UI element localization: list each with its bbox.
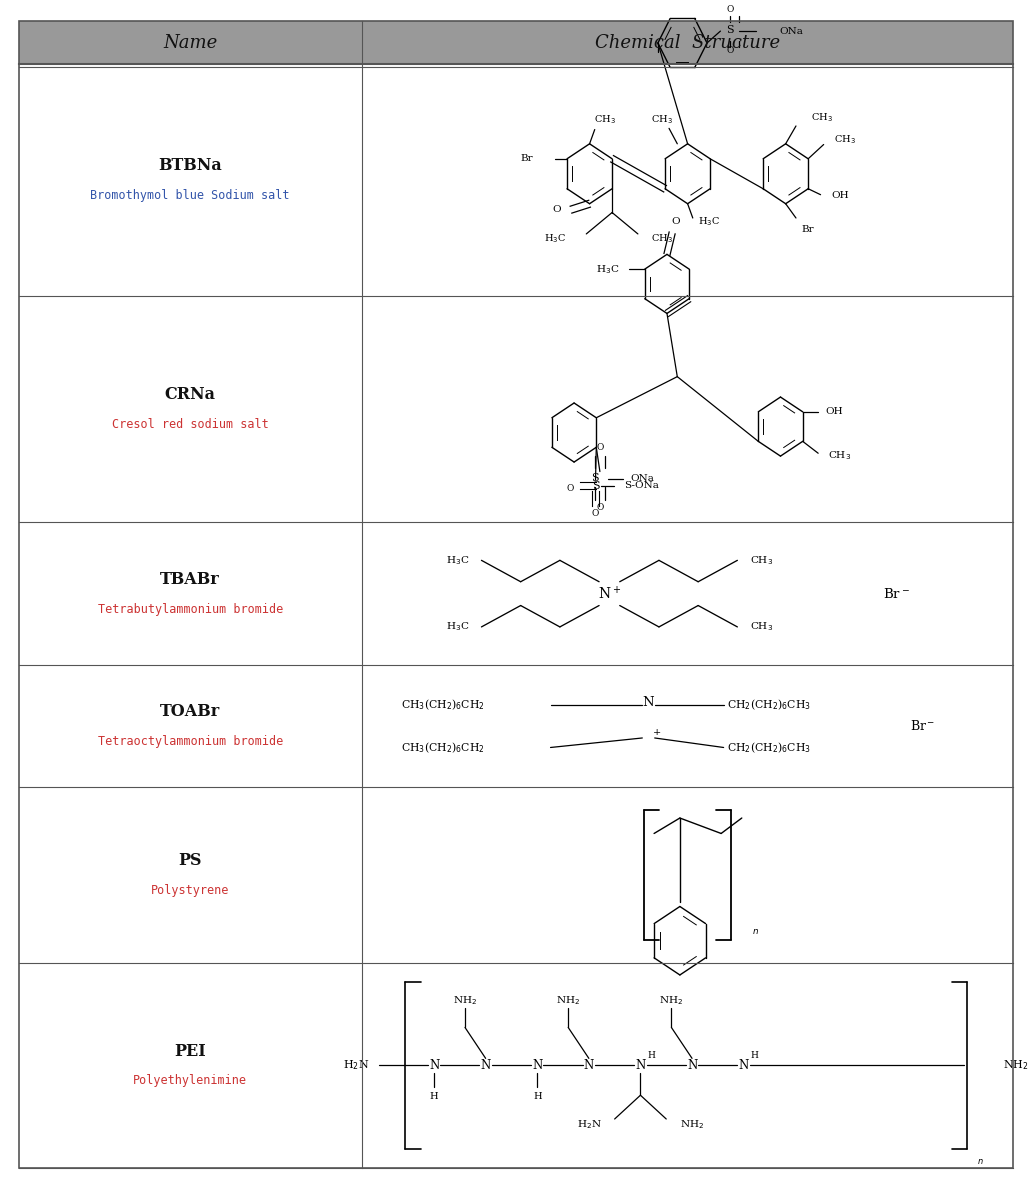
Text: CH$_2$(CH$_2$)$_6$CH$_3$: CH$_2$(CH$_2$)$_6$CH$_3$ [727, 698, 811, 712]
Text: O: O [591, 509, 600, 517]
Text: CH$_3$(CH$_2$)$_6$CH$_2$: CH$_3$(CH$_2$)$_6$CH$_2$ [400, 698, 485, 712]
Text: H$_3$C: H$_3$C [698, 215, 720, 228]
Text: N: N [636, 1059, 646, 1072]
Text: CH$_3$: CH$_3$ [834, 133, 856, 146]
Text: ONa: ONa [779, 26, 803, 36]
Text: TBABr: TBABr [160, 571, 220, 587]
Text: N: N [429, 1059, 440, 1072]
Text: Polystyrene: Polystyrene [151, 885, 229, 897]
Text: NH$_2$: NH$_2$ [556, 994, 580, 1007]
Text: O: O [552, 206, 560, 214]
Text: N: N [533, 1059, 543, 1072]
Text: S: S [725, 25, 734, 34]
Text: O: O [727, 45, 734, 55]
Text: CH$_3$: CH$_3$ [750, 621, 773, 634]
Text: NH$_2$: NH$_2$ [659, 994, 683, 1007]
Text: H: H [429, 1092, 439, 1101]
Text: N: N [643, 696, 654, 709]
Text: CH$_3$: CH$_3$ [594, 114, 616, 126]
Text: O: O [727, 5, 734, 14]
Text: Tetraoctylammonium bromide: Tetraoctylammonium bromide [98, 735, 283, 748]
Text: TOABr: TOABr [160, 704, 220, 721]
Text: Polyethylenimine: Polyethylenimine [133, 1075, 248, 1088]
Text: CH$_3$: CH$_3$ [651, 232, 673, 245]
Text: $_n$: $_n$ [977, 1155, 985, 1168]
Text: Br$^-$: Br$^-$ [882, 586, 909, 600]
Text: Cresol red sodium salt: Cresol red sodium salt [111, 417, 268, 430]
Text: H$_2$N: H$_2$N [343, 1058, 369, 1072]
Text: O: O [671, 216, 679, 226]
Text: H: H [648, 1051, 655, 1061]
Text: Br: Br [520, 155, 533, 163]
Text: S: S [591, 472, 599, 483]
Bar [19, 21, 1013, 64]
Text: S-ONa: S-ONa [624, 482, 659, 490]
Text: H$_3$C: H$_3$C [446, 621, 470, 634]
Text: H$_3$C: H$_3$C [595, 263, 619, 276]
Text: PEI: PEI [174, 1043, 206, 1059]
Text: H: H [533, 1092, 542, 1101]
Text: Name: Name [163, 33, 218, 51]
Text: O: O [566, 484, 574, 492]
Text: O: O [596, 443, 604, 452]
Text: Tetrabutylammonium bromide: Tetrabutylammonium bromide [98, 603, 283, 616]
Text: Br$^-$: Br$^-$ [909, 719, 935, 734]
Text: Br: Br [801, 226, 814, 234]
Text: N: N [687, 1059, 698, 1072]
Text: N: N [584, 1059, 594, 1072]
Text: OH: OH [826, 408, 843, 416]
Text: NH$_2$: NH$_2$ [680, 1119, 704, 1132]
Text: +: + [652, 728, 660, 736]
Text: CRNa: CRNa [165, 386, 216, 403]
Text: H$_2$N: H$_2$N [577, 1119, 602, 1132]
Text: S: S [591, 480, 600, 491]
Text: CH$_2$(CH$_2$)$_6$CH$_3$: CH$_2$(CH$_2$)$_6$CH$_3$ [727, 741, 811, 755]
Text: CH$_3$(CH$_2$)$_6$CH$_2$: CH$_3$(CH$_2$)$_6$CH$_2$ [400, 741, 485, 755]
Text: CH$_3$: CH$_3$ [811, 112, 833, 124]
Text: Chemical  Structure: Chemical Structure [595, 33, 780, 51]
Text: NH$_2$: NH$_2$ [453, 994, 477, 1007]
Text: PS: PS [179, 853, 202, 869]
Text: CH$_3$: CH$_3$ [750, 554, 773, 567]
Text: NH$_2$: NH$_2$ [1003, 1058, 1029, 1072]
Text: H$_3$C: H$_3$C [446, 554, 470, 567]
Text: H: H [751, 1051, 759, 1061]
Text: CH$_3$: CH$_3$ [829, 449, 851, 463]
Text: N: N [739, 1059, 749, 1072]
Text: ONa: ONa [631, 474, 654, 483]
Text: $_n$: $_n$ [752, 925, 760, 937]
Text: BTBNa: BTBNa [158, 157, 222, 174]
Text: O: O [596, 503, 604, 511]
Text: Bromothymol blue Sodium salt: Bromothymol blue Sodium salt [91, 189, 290, 202]
Text: OH: OH [831, 191, 848, 201]
Text: H$_3$C: H$_3$C [544, 232, 566, 245]
Text: CH$_3$: CH$_3$ [651, 114, 673, 126]
Text: N$^+$: N$^+$ [598, 585, 621, 603]
Text: N: N [481, 1059, 491, 1072]
